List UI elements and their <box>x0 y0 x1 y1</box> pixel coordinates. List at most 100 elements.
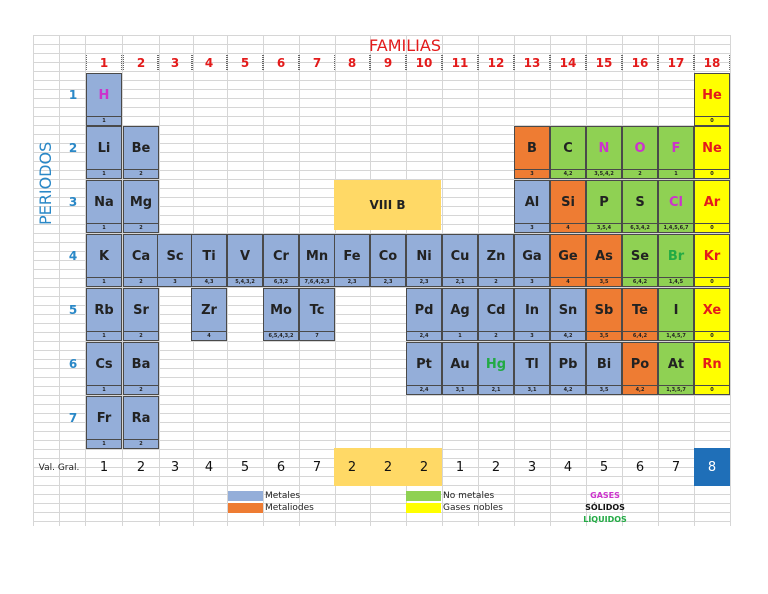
element-in: In <box>514 288 550 332</box>
element-cd: Cd <box>478 288 514 332</box>
grid-hline <box>33 341 730 342</box>
grid-hline <box>33 503 730 504</box>
grid-hline <box>33 440 730 441</box>
valence-hg: 2,1 <box>478 386 514 395</box>
grid-hline <box>33 305 730 306</box>
valence-ba: 2 <box>123 386 159 395</box>
val-gral-18: 8 <box>694 448 730 486</box>
valence-he: 0 <box>694 117 730 126</box>
family-number: 17 <box>658 55 694 70</box>
element-tl: Tl <box>514 342 550 386</box>
legend-metalloid-swatch <box>228 503 263 513</box>
valence-al: 3 <box>514 224 550 233</box>
valence-ne: 0 <box>694 170 730 179</box>
grid-hline <box>33 413 730 414</box>
element-n: N <box>586 126 622 170</box>
valence-f: 1 <box>658 170 694 179</box>
element-rb: Rb <box>86 288 122 332</box>
valence-zr: 4 <box>191 332 227 341</box>
element-fr: Fr <box>86 396 122 440</box>
period-number: 1 <box>68 88 78 102</box>
element-fe: Fe <box>334 234 370 278</box>
period-number: 5 <box>68 303 78 317</box>
valence-o: 2 <box>622 170 658 179</box>
element-al: Al <box>514 180 550 224</box>
element-br: Br <box>658 234 694 278</box>
grid-hline <box>33 62 730 63</box>
element-bi: Bi <box>586 342 622 386</box>
element-xe: Xe <box>694 288 730 332</box>
element-c: C <box>550 126 586 170</box>
val-gral-6: 6 <box>276 459 286 475</box>
valence-ti: 4,3 <box>191 278 227 287</box>
valence-cu: 2,1 <box>442 278 478 287</box>
family-number: 1 <box>86 55 122 70</box>
val-gral-8: 2 <box>334 448 370 486</box>
valence-s: 6,3,4,2 <box>622 224 658 233</box>
valence-xe: 0 <box>694 332 730 341</box>
family-number: 6 <box>263 55 299 70</box>
family-number: 4 <box>191 55 227 70</box>
element-f: F <box>658 126 694 170</box>
grid-hline <box>33 98 730 99</box>
val-gral-9: 2 <box>370 448 406 486</box>
grid-hline <box>33 422 730 423</box>
valence-pd: 2,4 <box>406 332 442 341</box>
valence-tc: 7 <box>299 332 335 341</box>
valence-as: 3,5 <box>586 278 622 287</box>
element-mn: Mn <box>299 234 335 278</box>
legend-noble-swatch <box>406 503 441 513</box>
grid-hline <box>33 296 730 297</box>
family-number: 8 <box>334 55 370 70</box>
grid-hline <box>33 125 730 126</box>
grid-vline <box>85 35 86 526</box>
element-sr: Sr <box>123 288 159 332</box>
legend-solids-label: SÓLIDOS <box>585 502 625 512</box>
grid-vline <box>122 35 123 526</box>
valence-cs: 1 <box>86 386 122 395</box>
element-sb: Sb <box>586 288 622 332</box>
valence-se: 6,4,2 <box>622 278 658 287</box>
valence-cr: 6,3,2 <box>263 278 299 287</box>
valence-po: 4,2 <box>622 386 658 395</box>
valence-sb: 3,5 <box>586 332 622 341</box>
family-number: 11 <box>442 55 478 70</box>
family-number: 15 <box>586 55 622 70</box>
grid-hline <box>33 377 730 378</box>
element-at: At <box>658 342 694 386</box>
element-mo: Mo <box>263 288 299 332</box>
valence-bi: 3,5 <box>586 386 622 395</box>
element-te: Te <box>622 288 658 332</box>
valence-in: 3 <box>514 332 550 341</box>
grid-hline <box>33 359 730 360</box>
element-v: V <box>227 234 263 278</box>
family-number: 18 <box>694 55 730 70</box>
valence-v: 5,4,3,2 <box>227 278 263 287</box>
val-gral-label: Val. Gral. <box>38 463 80 473</box>
grid-hline <box>33 152 730 153</box>
element-po: Po <box>622 342 658 386</box>
family-number: 10 <box>406 55 442 70</box>
valence-b: 3 <box>514 170 550 179</box>
legend-nonmetal-label: No metales <box>443 490 495 501</box>
element-he: He <box>694 73 730 117</box>
valence-sc: 3 <box>157 278 193 287</box>
val-gral-3: 3 <box>170 459 180 475</box>
grid-vline <box>59 35 60 526</box>
valence-n: 3,5,4,2 <box>586 170 622 179</box>
element-kr: Kr <box>694 234 730 278</box>
element-hg: Hg <box>478 342 514 386</box>
element-si: Si <box>550 180 586 224</box>
legend-nonmetal-swatch <box>406 491 441 501</box>
valence-ag: 1 <box>442 332 478 341</box>
element-p: P <box>586 180 622 224</box>
grid-hline <box>33 494 730 495</box>
valence-mn: 7,6,4,2,3 <box>299 278 335 287</box>
legend-metalloid-label: Metaliodes <box>265 502 314 513</box>
element-na: Na <box>86 180 122 224</box>
val-gral-4: 4 <box>204 459 214 475</box>
grid-hline <box>33 314 730 315</box>
period-number: 4 <box>68 249 78 263</box>
grid-hline <box>33 323 730 324</box>
valence-sr: 2 <box>123 332 159 341</box>
